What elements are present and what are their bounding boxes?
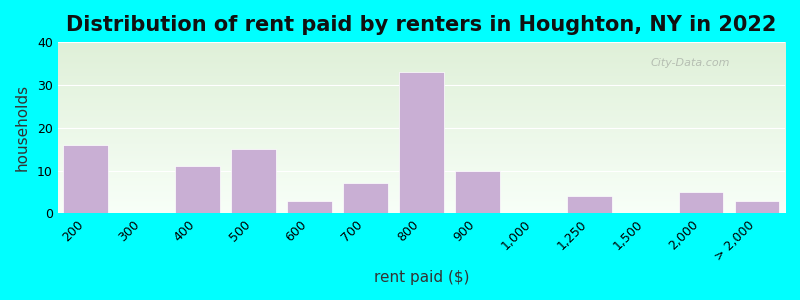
Bar — [455, 171, 500, 213]
Bar — [63, 145, 108, 213]
Title: Distribution of rent paid by renters in Houghton, NY in 2022: Distribution of rent paid by renters in … — [66, 15, 777, 35]
Bar — [399, 72, 444, 213]
Bar — [734, 200, 779, 213]
Bar — [567, 196, 611, 213]
X-axis label: rent paid ($): rent paid ($) — [374, 270, 469, 285]
Text: City-Data.com: City-Data.com — [650, 58, 730, 68]
Bar — [287, 200, 332, 213]
Bar — [231, 149, 276, 213]
Bar — [678, 192, 723, 213]
Y-axis label: households: households — [15, 84, 30, 171]
Bar — [175, 166, 220, 213]
Bar — [343, 183, 388, 213]
